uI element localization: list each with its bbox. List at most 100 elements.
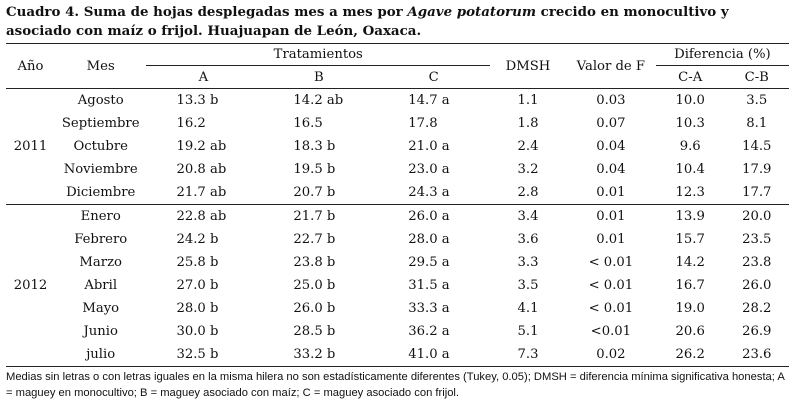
cell-c: 33.3 a	[408, 301, 450, 316]
cell-f: 0.01	[565, 204, 656, 228]
cell-a: 16.2	[176, 116, 206, 131]
table-row: Octubre 19.2 ab 18.3 b 21.0 a 2.4 0.04 9.6 14.5	[6, 135, 789, 158]
cell-c: 14.7 a	[408, 93, 450, 108]
table-row: Noviembre 20.8 ab 19.5 b 23.0 a 3.2 0.04 10.4 1…	[6, 158, 789, 181]
cell-a: 20.8 ab	[176, 162, 227, 177]
cell-b: 18.3 b	[293, 139, 336, 154]
cell-dmsh: 3.6	[517, 232, 539, 247]
table-body: 2011 Agosto 13.3 b 14.2 ab 14.7 a 1.1 0.03 10.0…	[6, 89, 789, 367]
header-dmsh: DMSH	[505, 58, 551, 74]
cell-dmsh: 5.1	[517, 324, 539, 339]
cell-a: 24.2 b	[176, 232, 219, 247]
cell-month: Noviembre	[63, 162, 138, 177]
table-row: Abril 27.0 b 25.0 b 31.5 a 3.5 < 0.01 16.7 26.0	[6, 274, 789, 297]
cell-a: 32.5 b	[176, 347, 219, 362]
header-a: A	[198, 69, 209, 85]
cell-b: 23.8 b	[293, 255, 336, 270]
caption-part2: crecido en monocultivo y asociado con ma…	[6, 4, 729, 39]
cell-ca: 15.7	[675, 232, 705, 247]
cell-month: Febrero	[74, 232, 128, 247]
cell-c: 41.0 a	[408, 347, 450, 362]
cell-cb: 23.5	[742, 232, 772, 247]
cell-dmsh: 4.1	[517, 301, 539, 316]
cell-f: < 0.01	[588, 278, 634, 293]
cell-b: 14.2 ab	[293, 93, 344, 108]
header-year: Año	[17, 58, 44, 74]
cell-f: < 0.01	[588, 255, 634, 270]
header-treatments: Tratamientos	[146, 43, 491, 66]
cell-c: 24.3 a	[408, 185, 450, 200]
cell-c: 26.0 a	[377, 204, 491, 228]
table-row: Diciembre 21.7 ab 20.7 b 24.3 a 2.8 0.01 12.3 1…	[6, 181, 789, 205]
cell-b: 25.0 b	[293, 278, 336, 293]
cell-year: 2011	[13, 139, 48, 154]
cell-ca: 26.2	[675, 347, 705, 362]
header-f: Valor de F	[576, 58, 646, 74]
cell-f: < 0.01	[588, 301, 634, 316]
cell-ca: 9.6	[679, 139, 701, 154]
cell-month: Septiembre	[61, 116, 140, 131]
footnote: Medias sin letras o con letras iguales e…	[6, 371, 785, 399]
cell-dmsh: 3.3	[517, 255, 539, 270]
data-table: Año Mes Tratamientos DMSH Valor de F Dif…	[6, 43, 789, 367]
cell-dmsh: 2.4	[517, 139, 539, 154]
cell-dmsh: 7.3	[517, 347, 539, 362]
cell-cb: 26.9	[742, 324, 772, 339]
cell-cb: 3.5	[746, 93, 768, 108]
cell-dmsh: 3.5	[517, 278, 539, 293]
caption-species: Agave potatorum	[407, 4, 536, 20]
cell-ca: 10.0	[675, 93, 705, 108]
cell-month: Junio	[83, 324, 118, 339]
cell-f: 0.01	[596, 185, 626, 200]
header-cb: C-B	[744, 69, 769, 85]
cell-a: 21.7 ab	[176, 185, 227, 200]
cell-f: 0.04	[596, 139, 626, 154]
cell-month: Diciembre	[66, 185, 136, 200]
cell-b: 28.5 b	[293, 324, 336, 339]
header-difference: Diferencia (%)	[655, 43, 789, 66]
cell-b: 19.5 b	[293, 162, 336, 177]
cell-cb: 26.0	[742, 278, 772, 293]
cell-f: 0.01	[596, 232, 626, 247]
cell-cb: 28.2	[742, 301, 772, 316]
table-row: Septiembre 16.2 16.5 17.8 1.8 0.07 10.3 8.1	[6, 112, 789, 135]
table-row: Mayo 28.0 b 26.0 b 33.3 a 4.1 < 0.01 19.0 28.2	[6, 297, 789, 320]
cell-c: 21.0 a	[408, 139, 450, 154]
cell-cb: 23.8	[742, 255, 772, 270]
cell-dmsh: 1.1	[517, 93, 539, 108]
cell-b: 21.7 b	[260, 204, 378, 228]
header-b: B	[313, 69, 324, 85]
table-row: 2011 Agosto 13.3 b 14.2 ab 14.7 a 1.1 0.03 10.0…	[6, 89, 789, 154]
cell-month: Octubre	[73, 139, 128, 154]
cell-ca: 10.3	[675, 116, 705, 131]
cell-ca: 20.6	[675, 324, 705, 339]
cell-f: 0.03	[596, 93, 626, 108]
cell-month: Agosto	[77, 93, 124, 108]
cell-a: 13.3 b	[176, 93, 219, 108]
cell-month: Abril	[84, 278, 118, 293]
cell-cb: 8.1	[746, 116, 768, 131]
cell-f: 0.04	[596, 162, 626, 177]
cell-a: 28.0 b	[176, 301, 219, 316]
cell-cb: 14.5	[742, 139, 772, 154]
table-row: Febrero 24.2 b 22.7 b 28.0 a 3.6 0.01 15.7 23.5	[6, 228, 789, 251]
cell-month: Marzo	[79, 255, 122, 270]
cell-cb: 17.9	[742, 162, 772, 177]
header-month: Mes	[86, 58, 115, 74]
cell-c: 29.5 a	[408, 255, 450, 270]
cell-f: 0.07	[596, 116, 626, 131]
cell-ca: 10.4	[675, 162, 705, 177]
cell-ca: 13.9	[655, 204, 725, 228]
cell-b: 33.2 b	[293, 347, 336, 362]
cell-c: 17.8	[408, 116, 438, 131]
cell-dmsh: 1.8	[517, 116, 539, 131]
table-row: Junio 30.0 b 28.5 b 36.2 a 5.1 <0.01 20.6 26.9	[6, 320, 789, 343]
cell-a: 19.2 ab	[176, 139, 227, 154]
cell-month: Mayo	[82, 301, 120, 316]
cell-month: Enero	[54, 204, 147, 228]
header-c: C	[428, 69, 439, 85]
cell-f: <0.01	[590, 324, 632, 339]
header-ca: C-A	[678, 69, 703, 85]
cell-cb: 17.7	[742, 185, 772, 200]
table-row: julio 32.5 b 33.2 b 41.0 a 7.3 0.02 26.2 23.6	[6, 343, 789, 367]
